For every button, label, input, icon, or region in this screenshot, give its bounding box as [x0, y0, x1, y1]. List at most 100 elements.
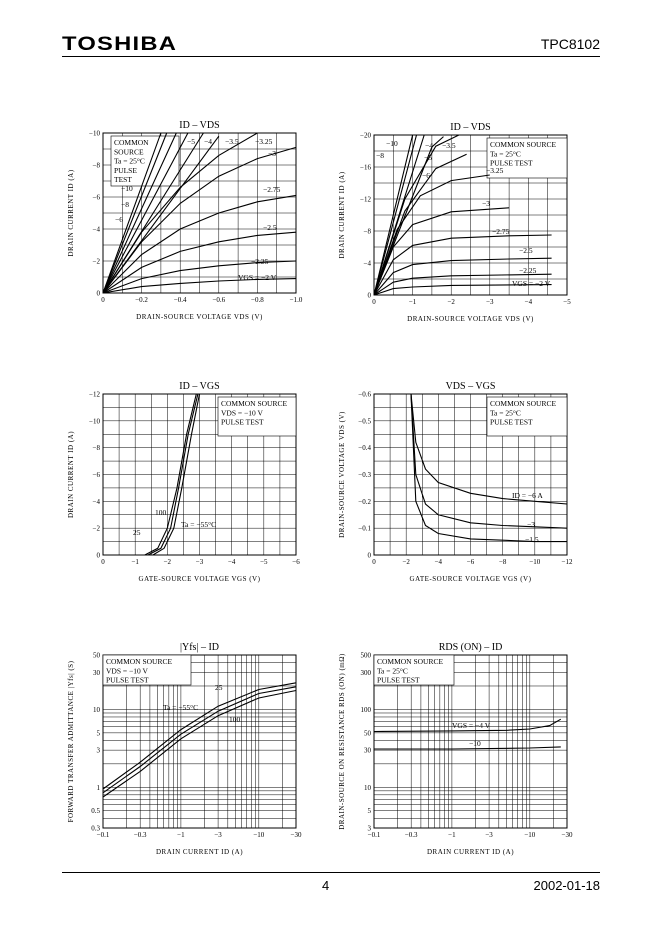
x-tick-label: −0.4	[174, 296, 187, 304]
y-tick-label: 3	[368, 825, 372, 833]
series-label: −10	[121, 184, 133, 193]
y-tick-label: −12	[89, 391, 100, 399]
x-tick-label: −30	[291, 831, 302, 839]
x-tick-label: −30	[562, 831, 573, 839]
series-line	[374, 746, 561, 750]
series-line	[410, 393, 568, 529]
condition-text: PULSE	[114, 166, 137, 175]
series-label: −3.5	[442, 141, 456, 150]
condition-text: PULSE TEST	[377, 676, 420, 685]
x-tick-label: −2	[164, 558, 172, 566]
y-tick-label: −12	[360, 196, 371, 204]
series-label: −3	[482, 199, 490, 208]
x-tick-label: −1	[409, 298, 417, 306]
chart-title: ID – VDS	[179, 120, 219, 131]
x-tick-label: −0.1	[97, 831, 110, 839]
y-tick-label: 0	[368, 552, 372, 560]
series-label: VGS = −4 V	[452, 721, 491, 730]
x-tick-label: −0.6	[212, 296, 225, 304]
plot-frame	[373, 654, 568, 829]
y-tick-label: 50	[93, 652, 101, 660]
series-line	[373, 153, 467, 296]
series-label: VGS = −2 V	[512, 279, 551, 288]
x-tick-label: −10	[529, 558, 540, 566]
y-tick-label: 500	[361, 652, 372, 660]
condition-text: PULSE TEST	[221, 418, 264, 427]
x-tick-label: −3	[486, 298, 494, 306]
y-tick-label: 30	[93, 669, 101, 677]
series-line	[102, 132, 168, 294]
x-tick-label: −4	[228, 558, 236, 566]
x-tick-label: −1	[177, 831, 185, 839]
x-tick-label: −2	[447, 298, 455, 306]
series-label: −3	[268, 149, 276, 158]
plot-frame	[373, 134, 568, 296]
series-line	[373, 257, 552, 296]
x-axis-label: GATE-SOURCE VOLTAGE VGS (V)	[410, 575, 532, 583]
series-label: −3	[527, 520, 535, 529]
series-label: −10	[386, 139, 398, 148]
series-label: 25	[215, 683, 223, 692]
condition-text: COMMON SOURCE	[490, 140, 556, 149]
series-label: −10	[469, 739, 481, 748]
x-axis-label: DRAIN-SOURCE VOLTAGE VDS (V)	[136, 313, 263, 321]
series-label: −5	[187, 137, 195, 146]
condition-text: Ta = 25°C	[490, 408, 521, 417]
y-tick-label: −2	[93, 258, 101, 266]
chart-5: −0.1 −0.3 −1 −3 −10 −30 0.3 0.5 1 3 5 10 30 50 |Yfs| –…	[67, 642, 302, 856]
series-line	[102, 132, 258, 294]
chart-6: −0.1 −0.3 −1 −3 −10 −30 3 5 10 30 50 100 300 500 RDS (…	[338, 642, 573, 856]
y-tick-label: −16	[360, 164, 371, 172]
series-label: 100	[155, 508, 167, 517]
y-tick-label: 3	[97, 747, 101, 755]
conditions-frame	[217, 396, 297, 437]
plot-frame	[102, 132, 297, 294]
y-tick-label: 100	[361, 706, 372, 714]
y-tick-label: 5	[368, 807, 372, 815]
condition-text: PULSE TEST	[106, 676, 149, 685]
y-tick-label: −10	[89, 130, 100, 138]
x-tick-label: −1	[131, 558, 139, 566]
series-line	[102, 682, 297, 790]
series-line	[373, 134, 418, 296]
conditions-frame	[486, 396, 568, 437]
x-tick-label: −1	[448, 831, 456, 839]
y-tick-label: −4	[364, 260, 372, 268]
y-axis-label: DRAIN CURRENT ID (A)	[67, 169, 75, 256]
x-tick-label: −1.0	[290, 296, 303, 304]
chart-title: VDS – VGS	[446, 381, 496, 392]
y-tick-label: −20	[360, 132, 371, 140]
chart-title: |Yfs| – ID	[180, 642, 219, 653]
series-line	[147, 393, 199, 556]
conditions-frame	[102, 654, 192, 686]
series-label: −2.75	[263, 185, 281, 194]
series-line	[102, 231, 297, 294]
x-tick-label: −4	[435, 558, 443, 566]
x-tick-label: 0	[372, 558, 376, 566]
series-label: 100	[229, 715, 241, 724]
condition-text: Ta = 25°C	[377, 666, 408, 675]
y-tick-label: −0.5	[358, 417, 371, 425]
header-rule	[62, 56, 600, 57]
x-tick-label: −0.3	[134, 831, 147, 839]
series-label: −2.5	[263, 223, 277, 232]
x-tick-label: −3	[196, 558, 204, 566]
condition-text: PULSE TEST	[490, 159, 533, 168]
series-line	[102, 132, 162, 294]
series-line	[373, 273, 552, 296]
y-axis-label: DRAIN-SOURCE VOLTAGE VDS (V)	[338, 411, 346, 538]
x-tick-label: −8	[499, 558, 507, 566]
series-label: −1.5	[525, 535, 539, 544]
y-tick-label: −0.4	[358, 444, 371, 452]
y-tick-label: −6	[93, 471, 101, 479]
plot-frame	[102, 654, 297, 829]
series-line	[102, 260, 297, 294]
y-tick-label: 10	[93, 706, 101, 714]
condition-text: COMMON SOURCE	[221, 399, 287, 408]
x-tick-label: −5	[260, 558, 268, 566]
condition-text: COMMON SOURCE	[377, 657, 443, 666]
series-line	[373, 174, 490, 296]
